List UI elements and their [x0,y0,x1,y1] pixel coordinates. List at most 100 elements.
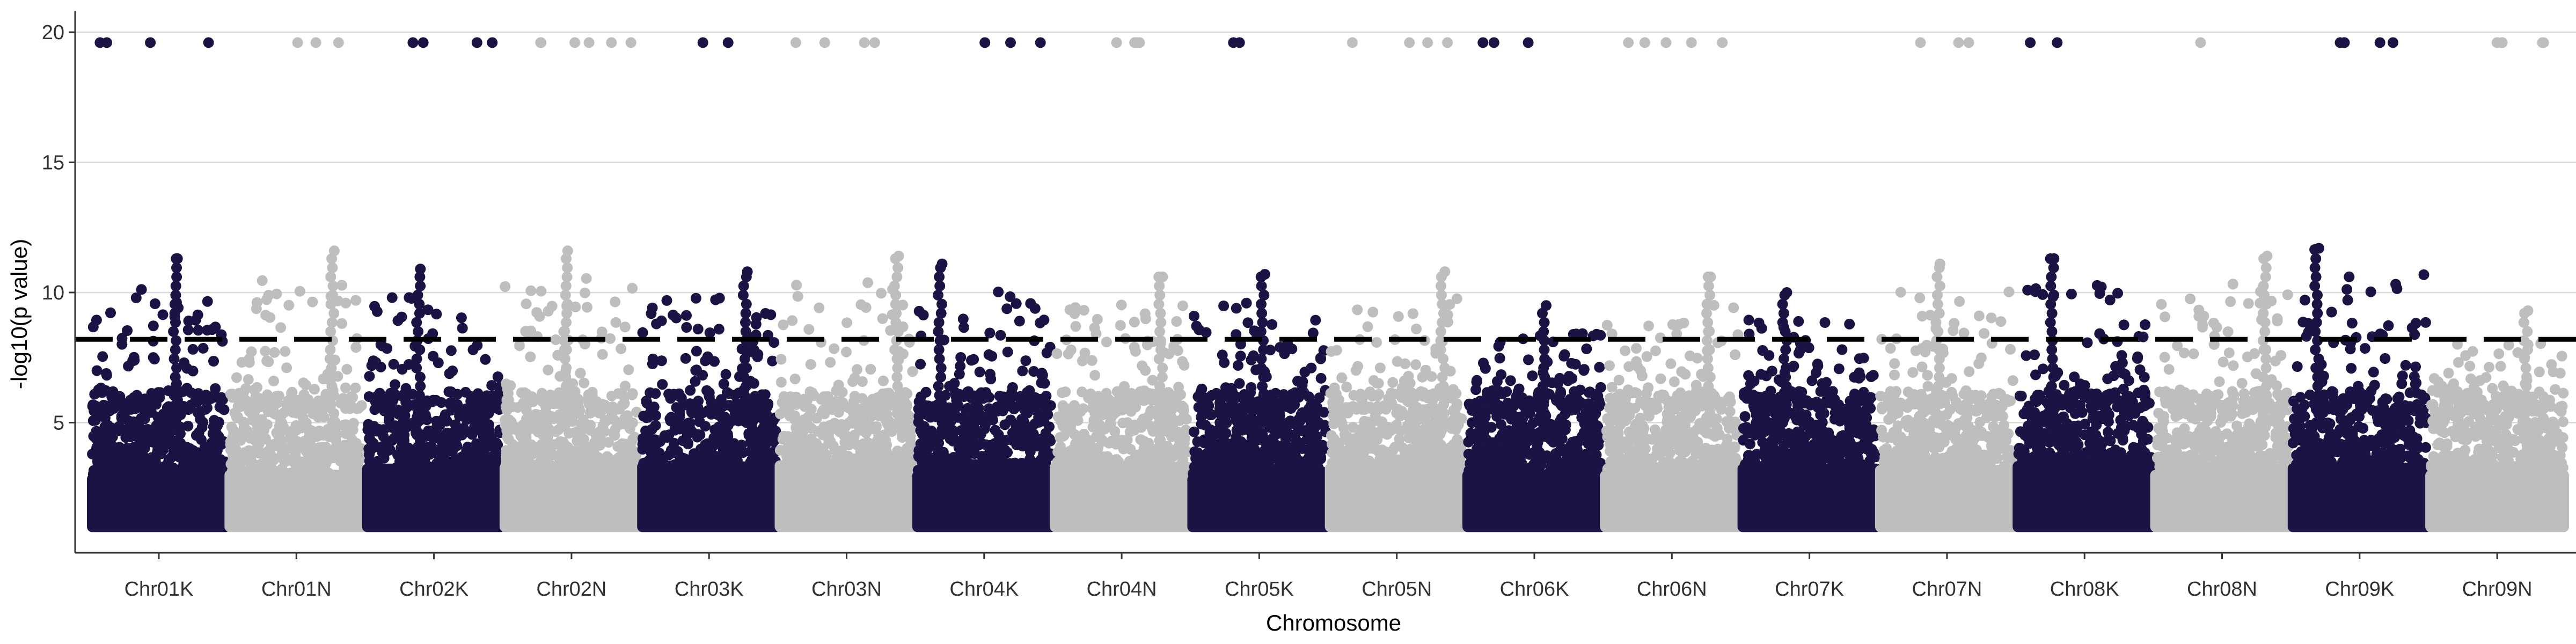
snp-point [775,354,787,365]
snp-point [720,434,731,445]
snp-point [447,365,458,377]
snp-point [1119,381,1130,392]
dense-point-band [224,470,369,532]
snp-point [486,380,497,391]
snp-point [1051,348,1063,359]
snp-point [692,324,704,335]
snp-point [170,280,181,291]
snp-point [934,280,946,291]
snp-point [170,380,181,392]
snp-point [720,369,731,380]
snp-point [1070,321,1081,332]
snp-point [192,309,203,320]
snp-point [1062,423,1073,434]
snp-point [733,463,744,474]
snp-point [841,346,852,357]
snp-point [935,408,946,419]
snp-point [1041,391,1052,402]
snp-point [797,472,809,483]
snp-point [254,401,266,413]
snp-point [378,431,389,442]
snp-point [100,385,111,396]
snp-point [907,366,918,377]
snp-point [704,327,715,339]
snp-point [718,401,729,412]
snp-point [1153,353,1165,364]
snp-point [995,330,1006,341]
snp-point [166,452,177,463]
snp-point [561,408,573,419]
snp-point [377,441,388,452]
capped-snp-point [606,37,617,48]
snp-point [525,285,537,296]
snp-point [478,451,489,462]
snp-point [159,461,170,472]
snp-point [1011,298,1022,309]
snp-point [170,317,181,328]
snp-point [461,414,472,425]
snp-point [1060,386,1071,398]
snp-point [933,317,945,328]
snp-point [984,369,996,380]
snp-point [933,326,944,337]
snp-point [125,404,136,415]
snp-point [605,333,616,344]
snp-point [792,291,803,302]
snp-point [730,474,741,485]
snp-point [936,417,948,428]
snp-point [247,467,259,478]
snp-point [681,322,692,333]
snp-point [1166,404,1177,415]
snp-point [340,473,352,485]
snp-point [1036,369,1048,380]
snp-point [805,359,816,370]
snp-point [709,356,720,367]
snp-point [934,271,945,282]
snp-point [437,414,448,426]
snp-point [541,401,552,412]
snp-point [500,281,511,292]
snp-point [1155,390,1167,401]
snp-point [561,380,572,392]
snp-point [661,295,672,306]
snp-point [889,280,900,291]
snp-point [680,353,691,364]
snp-point [834,426,845,437]
snp-point [170,417,181,428]
snp-point [791,280,802,291]
snp-point [739,390,750,401]
snp-point [528,414,539,425]
snp-point [881,474,892,485]
snp-point [1129,420,1140,431]
snp-point [371,306,383,317]
capped-snp-point [1111,37,1122,48]
snp-point [933,459,944,470]
snp-point [264,394,275,405]
snp-point [741,417,752,428]
snp-point [149,437,160,448]
snp-point [996,436,1007,447]
snp-point [108,403,120,414]
snp-point [1083,392,1094,404]
snp-point [933,380,944,392]
snp-point [325,271,336,282]
snp-point [572,426,583,437]
snp-point [659,430,670,441]
snp-point [517,398,529,409]
snp-point [1119,402,1131,413]
snp-point [778,430,789,442]
snp-point [548,413,559,425]
snp-point [206,437,217,449]
snp-point [179,452,190,464]
snp-point [275,322,287,333]
snp-point [350,382,361,393]
snp-point [560,417,571,428]
snp-point [987,414,998,426]
snp-point [414,298,425,310]
snp-point [665,393,676,404]
snp-point [298,377,309,389]
snp-point [386,474,398,485]
snp-point [456,312,467,324]
snp-point [159,472,170,483]
